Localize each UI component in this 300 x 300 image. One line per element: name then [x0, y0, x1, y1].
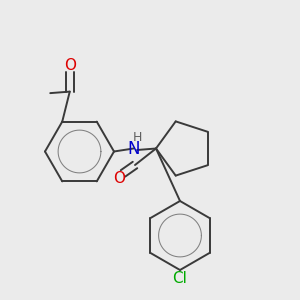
Text: O: O	[113, 171, 125, 186]
Text: O: O	[64, 58, 76, 73]
Text: N: N	[127, 140, 140, 158]
Text: H: H	[132, 130, 142, 144]
Text: Cl: Cl	[172, 271, 188, 286]
